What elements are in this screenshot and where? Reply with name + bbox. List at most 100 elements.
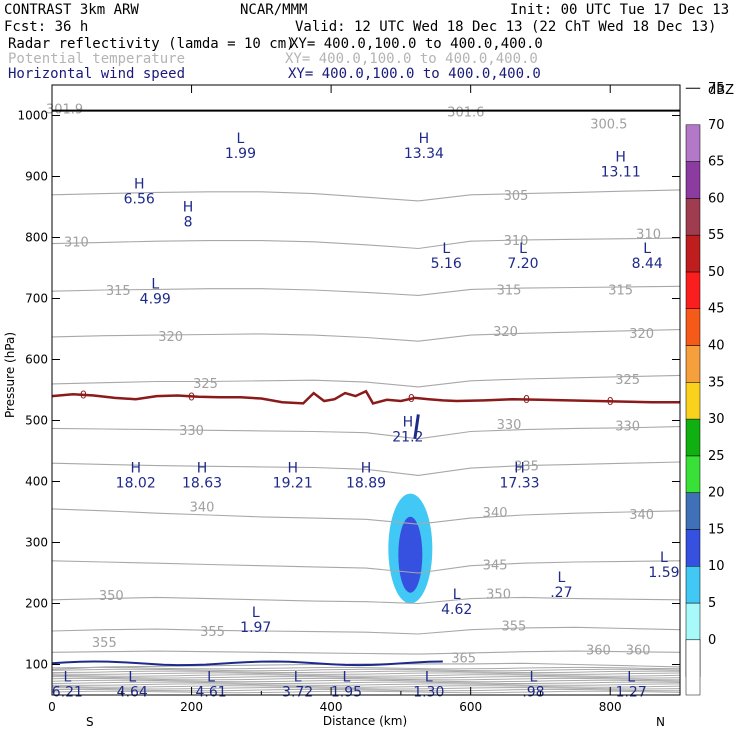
theta-contour-345 [51, 560, 681, 574]
wind-extremum-marker: L [236, 131, 244, 147]
theta-contour-355 [51, 626, 681, 635]
header-line5-right: XY= 400.0,100.0 to 400.0,400.0 [288, 66, 541, 82]
y-tick-label: 900 [25, 170, 48, 184]
wind-extremum-value: 1.97 [240, 620, 271, 636]
wind-extremum-value: 18.89 [346, 475, 386, 491]
wind-extremum-marker: H [403, 415, 414, 431]
theta-label: 340 [629, 508, 654, 523]
upper-theta-line [51, 674, 681, 677]
wind-extremum-value: 6.21 [52, 685, 83, 701]
anvil-inner [398, 516, 423, 593]
wind-extremum-marker: H [183, 199, 194, 215]
y-tick-label: 800 [25, 231, 48, 245]
wind-extremum-value: 6.56 [124, 192, 155, 208]
theta-contour-335 [51, 461, 681, 476]
freezing-level-label: 0 [80, 388, 87, 401]
colorbar-swatch [685, 455, 701, 493]
theta-contour-340 [51, 508, 681, 525]
header-line4-left: Potential temperature [8, 51, 185, 67]
colorbar-tick-label: 15 [708, 522, 725, 537]
colorbar-tick-label: 10 [708, 559, 725, 574]
theta-contour-320 [51, 329, 681, 342]
wind-extremum-marker: L [294, 670, 302, 686]
theta-contour-310 [51, 237, 681, 250]
wind-extremum-marker: L [557, 570, 565, 586]
wind-extremum-marker: L [151, 277, 159, 293]
y-tick-label: 700 [25, 292, 48, 306]
colorbar-tick-label: 40 [708, 339, 725, 354]
y-tick-label: 500 [25, 414, 48, 428]
colorbar-tick-label: 70 [708, 118, 725, 133]
upper-theta-line [51, 688, 680, 692]
wind-extremum-marker: L [519, 241, 527, 257]
wind-extremum-value: 3.72 [282, 685, 313, 701]
theta-contour-325 [51, 374, 681, 388]
wind-extremum-marker: L [425, 670, 433, 686]
y-tick-label: 600 [25, 353, 48, 367]
wind-extremum-value: 8 [184, 214, 193, 230]
colorbar-tick-label: 60 [708, 191, 725, 206]
wind-extremum-marker: H [361, 460, 372, 476]
colorbar-tick-label: 45 [708, 302, 725, 317]
wind-extremum-marker: L [442, 241, 450, 257]
colorbar-tick-label: 55 [708, 228, 725, 243]
wind-extremum-marker: L [128, 670, 136, 686]
theta-label: 360 [626, 643, 651, 658]
freezing-level-label: 0 [408, 392, 415, 405]
colorbar-tick-label: 30 [708, 412, 725, 427]
header-line1-right: Init: 00 UTC Tue 17 Dec 13 [510, 2, 729, 18]
upper-theta-line [51, 668, 681, 672]
theta-label: 325 [193, 377, 218, 392]
freezing-level-label: 0 [523, 393, 530, 406]
wind-extremum-marker: L [343, 670, 351, 686]
theta-label: 305 [504, 189, 529, 204]
theta-label: 350 [99, 589, 124, 604]
colorbar-tick-label: 5 [708, 596, 716, 611]
colorbar-title: dBZ [708, 83, 734, 98]
y-tick-label: 400 [25, 475, 48, 489]
upper-theta-line [51, 681, 681, 685]
x-tick-label: 800 [599, 700, 622, 714]
upper-theta-line [51, 679, 681, 683]
y-tick-label: 300 [25, 536, 48, 550]
colorbar-swatch [685, 418, 701, 457]
wind-extremum-value: 7.20 [507, 256, 538, 272]
theta-label: 360 [586, 643, 611, 658]
theta-label: 330 [497, 418, 522, 433]
theta-label: 340 [483, 506, 508, 521]
colorbar-swatch [685, 161, 701, 199]
wind-extremum-marker: H [419, 131, 430, 147]
header-line2-right: Valid: 12 UTC Wed 18 Dec 13 (22 ChT Wed … [295, 19, 716, 35]
reflectivity-layer [388, 493, 433, 604]
wind-extremum-marker: H [287, 460, 298, 476]
wind-extremum-marker: L [207, 670, 215, 686]
y-axis-label: Pressure (hPa) [3, 332, 17, 418]
plot-frame [51, 84, 681, 696]
header-line1-mid: NCAR/MMM [240, 2, 307, 18]
colorbar-swatch [685, 345, 701, 383]
wind-extremum-value: .27 [550, 585, 572, 601]
theta-label: 315 [106, 284, 131, 299]
wind-extremum-value: 1.30 [413, 685, 444, 701]
y-tick-label: 100 [25, 658, 48, 672]
colorbar-tick-label: 65 [708, 155, 725, 170]
wind-extremum-value: .98 [522, 685, 544, 701]
header-line5-left: Horizontal wind speed [8, 66, 185, 82]
header-line2-left: Fcst: 36 h [4, 19, 88, 35]
colorbar-swatch [685, 87, 701, 89]
freezing-level-label: 0 [607, 395, 614, 408]
wind-extremum-marker: H [615, 149, 626, 165]
wind-extremum-marker: L [660, 550, 668, 566]
theta-label: 301.6 [447, 105, 484, 120]
wind-extremum-marker: H [134, 177, 145, 193]
colorbar-swatch [685, 639, 701, 696]
theta-label: 355 [200, 625, 225, 640]
wind-extremum-value: 1.95 [331, 685, 362, 701]
theta-label: 320 [629, 327, 654, 342]
wind-extremum-marker: L [643, 241, 651, 257]
colorbar-swatch [685, 602, 701, 641]
upper-theta-line [51, 683, 681, 686]
colorbar-tick-label: 0 [708, 633, 716, 648]
colorbar-tick-label: 25 [708, 449, 725, 464]
